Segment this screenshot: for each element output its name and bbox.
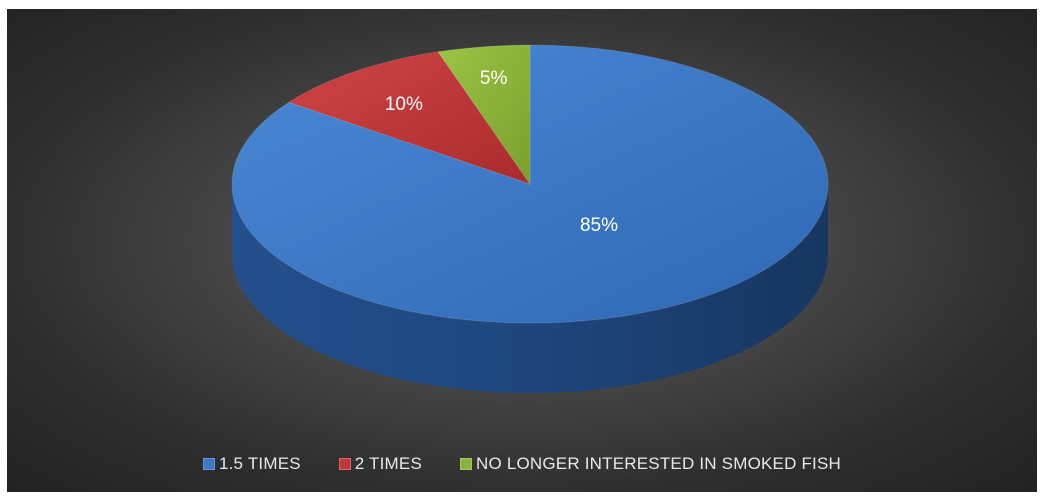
legend-item-2-times: 2 TIMES: [338, 454, 422, 474]
legend: 1.5 TIMES 2 TIMES NO LONGER INTERESTED I…: [7, 449, 1037, 479]
legend-item-no-longer-interested: NO LONGER INTERESTED IN SMOKED FISH: [460, 454, 841, 474]
data-label-1: 10%: [385, 94, 423, 115]
legend-label: NO LONGER INTERESTED IN SMOKED FISH: [476, 454, 841, 473]
pie-chart: 85% 10% 5%: [231, 44, 829, 393]
legend-swatch: [338, 458, 351, 470]
legend-label: 1.5 TIMES: [218, 454, 301, 473]
legend-swatch: [460, 458, 472, 470]
pie-side-layer: [232, 184, 828, 393]
pie-slice-1: [287, 51, 532, 185]
legend-item-1-5-times: 1.5 TIMES: [202, 454, 301, 474]
pie-side-0: [232, 184, 828, 393]
pie-label-layer: 85% 10% 5%: [385, 68, 618, 236]
pie-slice-0: [231, 44, 829, 324]
data-label-0: 85%: [580, 215, 618, 236]
chart-area: 85% 10% 5% 1.5 TIMES 2 TIMES NO LONGER INT…: [7, 9, 1037, 492]
legend-swatch: [202, 458, 215, 470]
legend-label: 2 TIMES: [354, 454, 422, 473]
data-label-2: 5%: [480, 68, 508, 89]
pie-slice-2: [437, 44, 531, 186]
pie-top-layer: [231, 44, 829, 324]
